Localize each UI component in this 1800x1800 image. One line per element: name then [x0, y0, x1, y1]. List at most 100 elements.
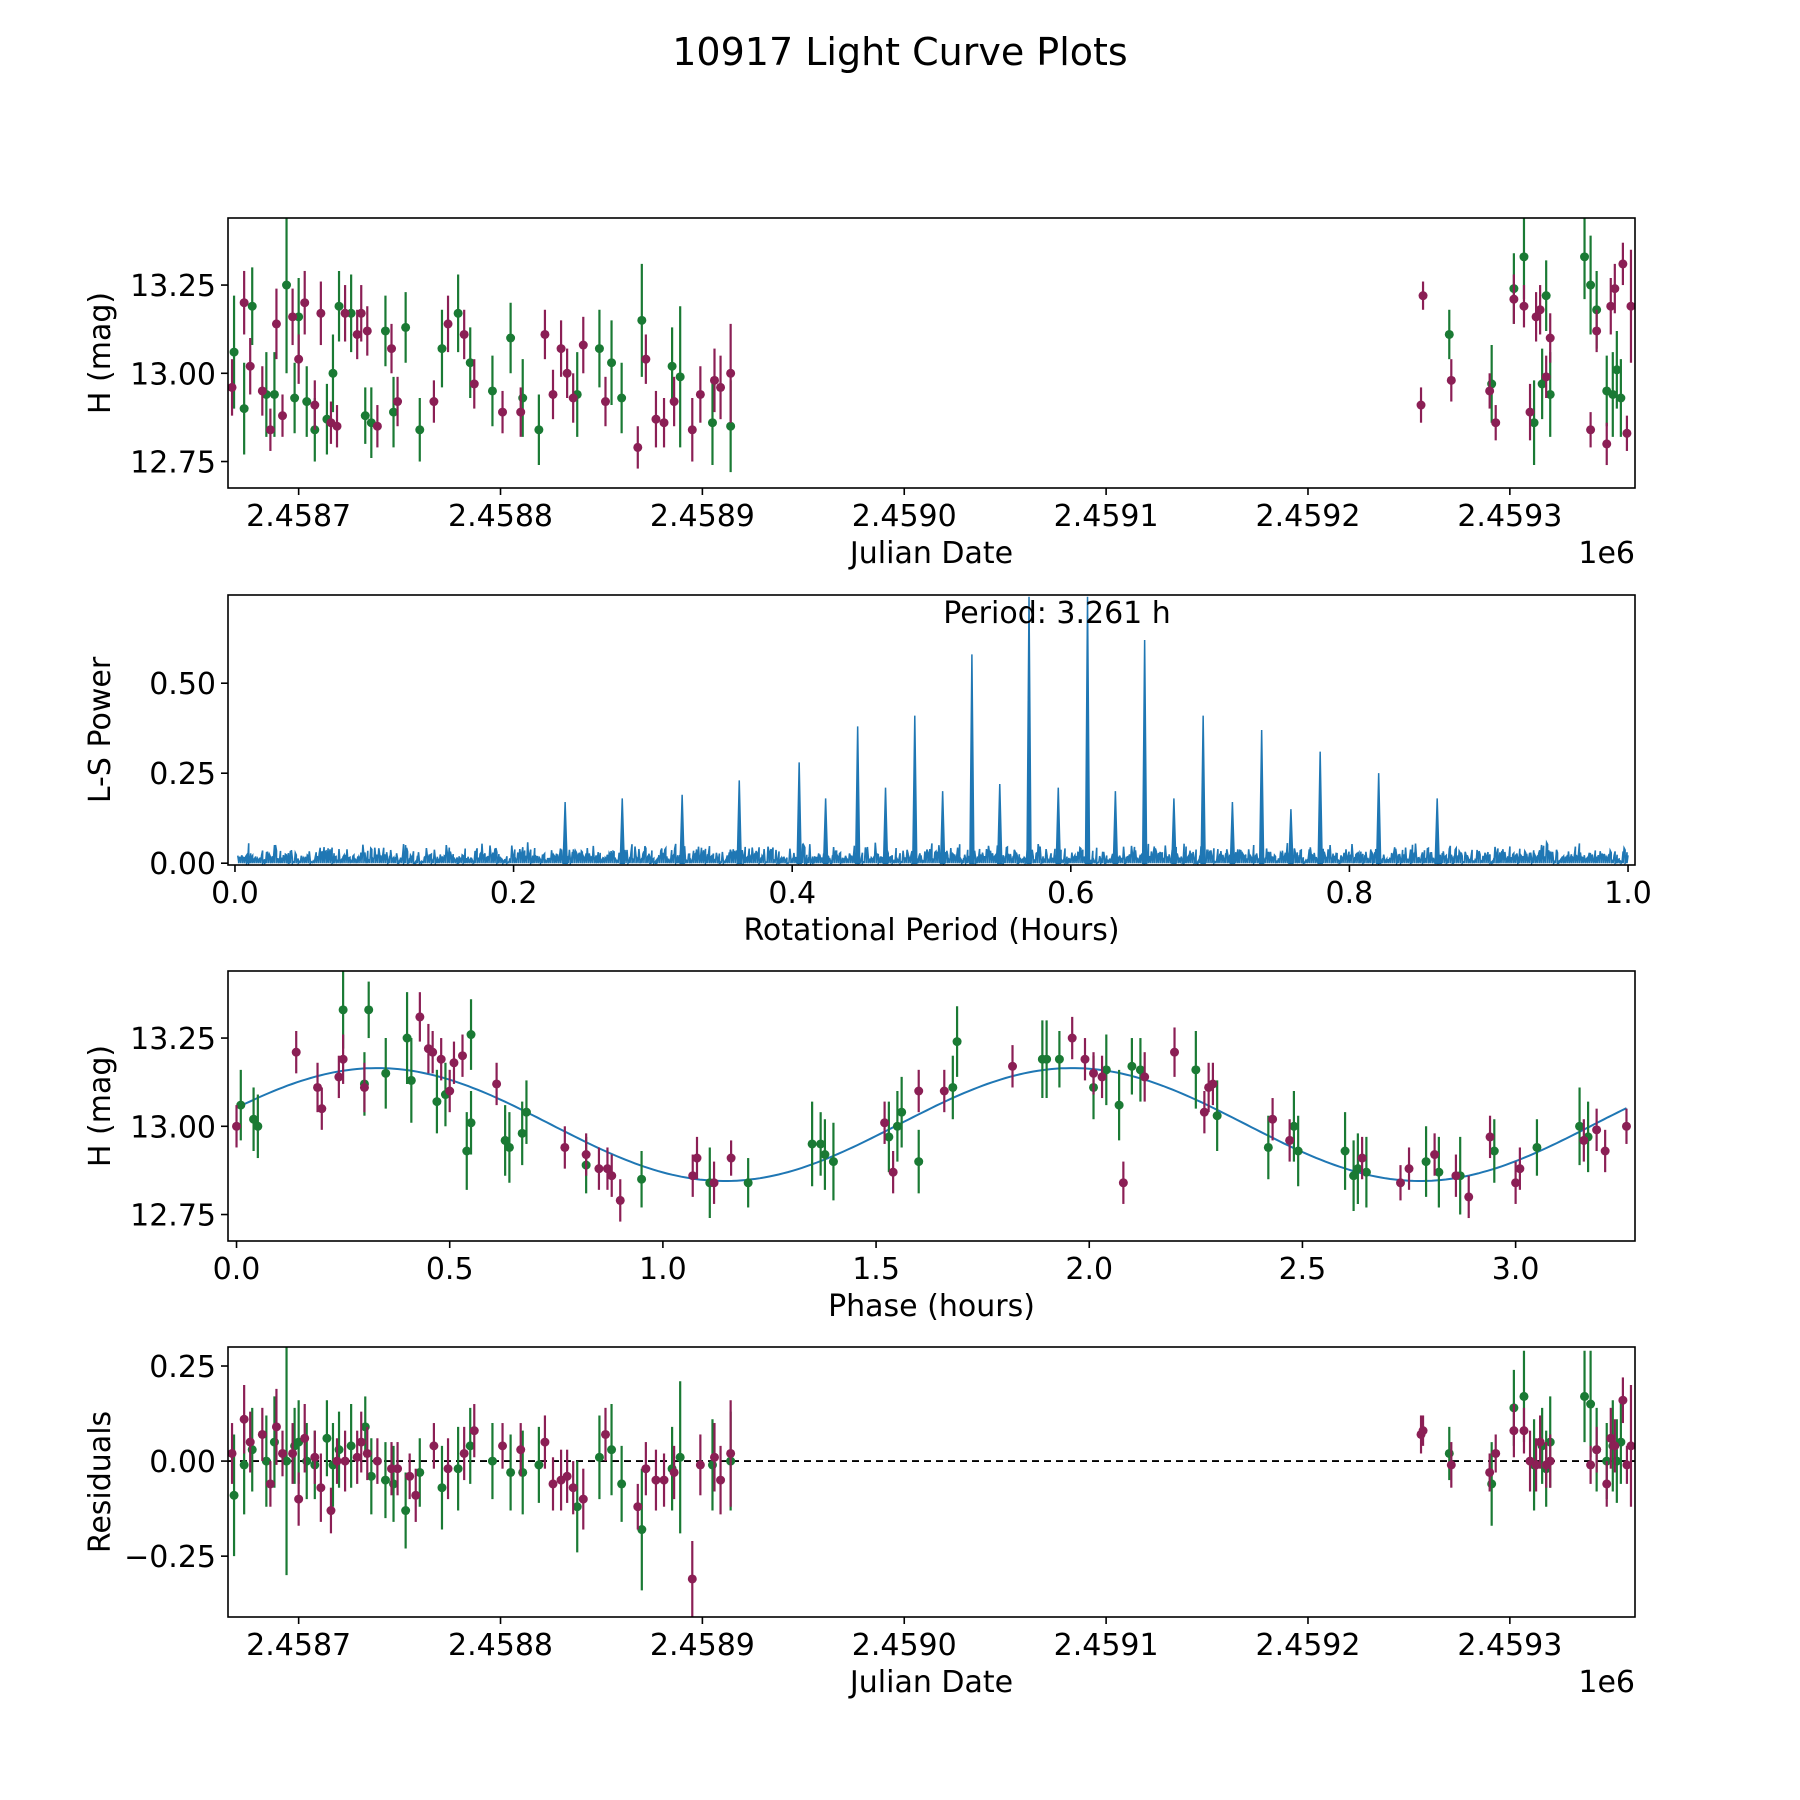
magenta-data-point: [594, 1147, 604, 1190]
marker: [1545, 1456, 1555, 1466]
magenta-data-point: [1485, 373, 1495, 409]
x-tick-label: 0.0: [211, 876, 259, 911]
ls-peak: [996, 783, 1003, 864]
green-data-point: [637, 1468, 647, 1591]
marker: [709, 375, 719, 385]
green-data-point: [366, 1438, 376, 1515]
magenta-data-point: [633, 426, 643, 469]
x-tick-label: 1.5: [852, 1252, 900, 1287]
marker: [1531, 312, 1541, 322]
green-data-point: [897, 1076, 907, 1148]
marker: [249, 1114, 259, 1124]
marker: [411, 1490, 421, 1500]
magenta-data-point: [560, 1126, 570, 1169]
magenta-data-point: [641, 1442, 651, 1496]
magenta-data-point: [469, 1404, 479, 1458]
magenta-data-point: [316, 1453, 326, 1522]
marker: [437, 1483, 447, 1493]
marker: [1511, 1178, 1521, 1188]
marker: [449, 1058, 459, 1068]
magenta-data-point: [939, 1069, 949, 1113]
ls-peak: [1229, 801, 1236, 864]
marker: [651, 414, 661, 424]
magenta-data-point: [443, 1438, 453, 1500]
marker: [1519, 1426, 1529, 1436]
green-data-point: [884, 1101, 894, 1173]
green-data-point: [453, 274, 463, 353]
magenta-data-point: [271, 1388, 281, 1465]
marker: [1592, 326, 1602, 336]
marker: [1418, 1426, 1428, 1436]
marker: [302, 397, 312, 407]
marker: [1586, 425, 1596, 435]
marker: [1042, 1054, 1052, 1064]
marker: [1293, 1146, 1303, 1156]
marker: [1135, 1065, 1145, 1075]
marker: [1532, 1142, 1542, 1152]
axes-frame: [227, 970, 1636, 1242]
marker: [572, 1502, 582, 1512]
marker: [1592, 1125, 1602, 1135]
green-data-point: [253, 1094, 263, 1159]
green-data-point: [290, 362, 300, 434]
magenta-data-point: [313, 1062, 323, 1113]
green-data-point: [707, 1419, 717, 1511]
marker: [362, 1448, 372, 1458]
marker: [1430, 1150, 1440, 1160]
magenta-data-point: [291, 1031, 301, 1074]
marker: [562, 1471, 572, 1481]
marker: [1101, 1065, 1111, 1075]
marker: [1618, 259, 1628, 269]
green-data-point: [269, 352, 279, 437]
magenta-data-point: [516, 1423, 526, 1477]
green-data-point: [401, 292, 411, 363]
plot-area-phase: [232, 971, 1631, 1222]
marker: [1289, 1121, 1299, 1131]
x-tick-label: 0.0: [213, 1252, 261, 1287]
green-data-point: [534, 394, 544, 466]
green-data-point: [506, 302, 516, 374]
ls-peak: [939, 791, 946, 864]
marker: [232, 1121, 242, 1131]
green-data-point: [617, 362, 627, 434]
ls-peak: [796, 762, 802, 864]
marker: [716, 1475, 726, 1485]
y-tick-label: 12.75: [130, 1199, 216, 1234]
marker: [607, 1445, 617, 1455]
marker: [669, 1467, 679, 1477]
marker: [1608, 389, 1618, 399]
marker: [387, 344, 397, 354]
magenta-data-point: [278, 394, 288, 437]
magenta-data-point: [340, 1430, 350, 1492]
green-data-point: [402, 992, 412, 1084]
y-tick-label: 0.00: [149, 1445, 216, 1480]
ls-peak: [619, 798, 626, 864]
marker: [316, 308, 326, 318]
green-data-point: [1421, 1126, 1431, 1197]
magenta-data-point: [326, 1487, 336, 1534]
x-tick-label: 2.4591: [1054, 1628, 1159, 1663]
marker: [1118, 1178, 1128, 1188]
marker: [688, 1171, 698, 1181]
ls-peak: [1141, 639, 1148, 864]
marker: [1268, 1114, 1278, 1124]
marker: [432, 1097, 442, 1107]
magenta-data-point: [1464, 1175, 1474, 1219]
marker: [820, 1150, 830, 1160]
magenta-data-point: [459, 1426, 469, 1481]
green-data-point: [247, 1407, 257, 1492]
magenta-data-point: [600, 376, 610, 427]
marker: [443, 319, 453, 329]
green-data-point: [1586, 235, 1596, 335]
magenta-data-point: [1118, 1161, 1128, 1204]
marker: [239, 1414, 249, 1424]
magenta-data-point: [1622, 1445, 1632, 1484]
magenta-data-point: [294, 1472, 304, 1526]
magenta-data-point: [362, 306, 372, 356]
magenta-data-point: [687, 1540, 697, 1617]
marker: [239, 404, 249, 414]
marker: [322, 1433, 332, 1443]
panel-ls: 0.0 0.2 0.4 0.6 0.8 1.0 0.00 0.25 0.50 Rotational…: [83, 594, 1652, 948]
magenta-data-point: [880, 1101, 890, 1144]
green-data-point: [406, 1038, 416, 1123]
